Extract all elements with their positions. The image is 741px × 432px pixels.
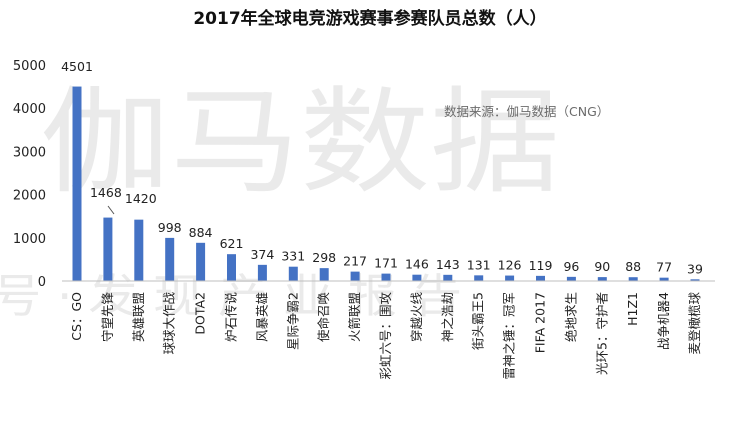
category-label: 英雄联盟: [131, 292, 146, 342]
bar: [350, 271, 360, 281]
y-tick-label: 2000: [13, 189, 46, 204]
y-tick-label: 0: [38, 275, 46, 290]
leader-line-1: [107, 205, 115, 215]
value-label: 217: [343, 254, 367, 269]
value-label: 96: [563, 259, 579, 274]
category-label: 球球大作战: [162, 292, 177, 355]
category-label: 使命召唤: [316, 292, 331, 343]
value-label: 77: [656, 260, 672, 275]
y-tick-label: 4000: [13, 102, 46, 117]
bar: [165, 237, 175, 281]
value-label: 119: [529, 258, 553, 273]
category-label: 战争机器4: [656, 292, 671, 350]
bar: [628, 277, 638, 281]
value-label: 374: [250, 247, 274, 262]
bar: [227, 254, 236, 281]
bars: [72, 86, 700, 282]
bar: [659, 277, 669, 281]
y-tick-label: 3000: [13, 145, 46, 160]
bar: [536, 275, 545, 281]
bar: [319, 268, 329, 281]
value-label: 90: [594, 259, 610, 274]
category-label: 火箭联盟: [347, 292, 362, 342]
bar: [103, 217, 113, 281]
value-label: 621: [220, 236, 244, 251]
bar: [566, 276, 576, 281]
value-label: 126: [498, 258, 522, 273]
bar: [196, 242, 206, 281]
category-label: 雷神之锤：冠军: [502, 292, 517, 380]
value-label: 143: [436, 257, 460, 272]
y-axis: 0 1000 2000 3000 4000 5000: [13, 59, 46, 290]
bar: [412, 274, 422, 281]
bar: [72, 86, 82, 282]
value-label: 884: [189, 225, 213, 240]
y-tick-label: 5000: [13, 59, 46, 74]
bar: [690, 279, 700, 281]
chart-title: 2017年全球电竞游戏赛事参赛队员总数（人）: [193, 8, 546, 29]
category-label: 彩虹六号：围攻: [378, 292, 393, 380]
category-label: 炉石传说: [224, 292, 239, 342]
category-label: 风暴英雄: [254, 292, 269, 342]
bar: [381, 273, 391, 281]
source-note: 数据来源：伽马数据（CNG）: [444, 104, 609, 119]
watermark-text: 伽马数据: [40, 76, 560, 210]
value-label: 1420: [125, 191, 157, 206]
category-label: 绝地求生: [563, 292, 578, 342]
value-label: 88: [625, 259, 641, 274]
category-label: 守望先锋: [100, 292, 115, 343]
y-tick-label: 1000: [13, 232, 46, 247]
category-label: 神之浩劫: [440, 292, 455, 342]
bar: [474, 275, 484, 281]
category-label: DOTA2: [193, 292, 208, 335]
value-label: 146: [405, 257, 429, 272]
category-label: 麦登橄榄球: [687, 292, 702, 355]
bar: [257, 264, 267, 281]
value-label: 998: [158, 220, 182, 235]
value-label: 171: [374, 256, 398, 271]
bar: [597, 277, 607, 281]
value-label: 39: [687, 261, 703, 276]
bar: [505, 275, 515, 281]
category-label: 光环5：守护者: [594, 292, 609, 375]
bar: [288, 266, 298, 281]
bar: [134, 219, 144, 281]
value-label: 298: [312, 250, 336, 265]
category-labels: CS：GO 守望先锋 英雄联盟 球球大作战 DOTA2 炉石传说 风暴英雄 星际争霸2 使命召唤…: [69, 292, 702, 380]
value-label: 331: [281, 249, 305, 264]
value-label: 1468: [90, 185, 122, 200]
value-label: 4501: [61, 59, 93, 74]
value-label: 131: [467, 257, 491, 272]
bar: [443, 274, 453, 281]
category-label: 街头霸王5: [471, 292, 486, 350]
category-label: CS：GO: [69, 292, 84, 341]
category-label: 穿越火线: [409, 292, 424, 343]
category-label: 星际争霸2: [285, 292, 300, 350]
category-label: FIFA 2017: [533, 292, 548, 353]
category-label: H1Z1: [625, 292, 640, 326]
